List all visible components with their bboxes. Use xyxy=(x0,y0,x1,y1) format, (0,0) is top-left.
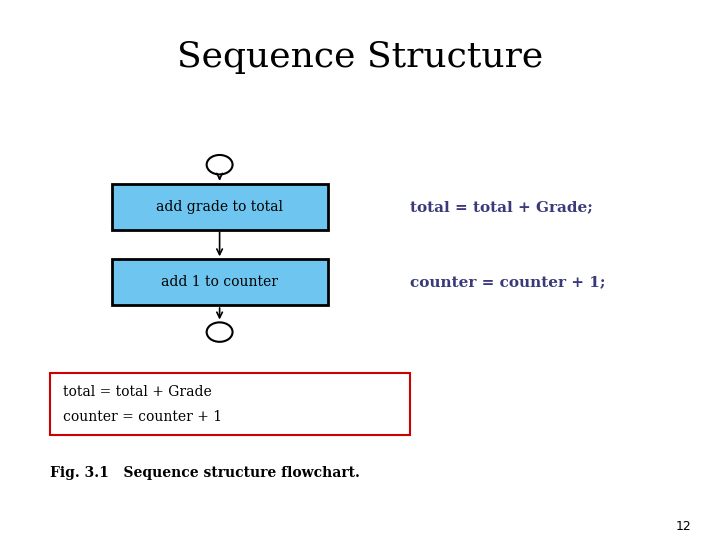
Text: add grade to total: add grade to total xyxy=(156,200,283,213)
Text: total = total + Grade;: total = total + Grade; xyxy=(410,200,593,214)
Circle shape xyxy=(207,155,233,174)
Text: add 1 to counter: add 1 to counter xyxy=(161,275,278,289)
Text: Fig. 3.1   Sequence structure flowchart.: Fig. 3.1 Sequence structure flowchart. xyxy=(50,465,360,480)
FancyBboxPatch shape xyxy=(112,184,328,230)
FancyBboxPatch shape xyxy=(50,373,410,435)
Text: total = total + Grade: total = total + Grade xyxy=(63,386,212,400)
Circle shape xyxy=(207,322,233,342)
Text: 12: 12 xyxy=(675,520,691,533)
Text: counter = counter + 1: counter = counter + 1 xyxy=(63,410,222,424)
Text: Sequence Structure: Sequence Structure xyxy=(177,40,543,73)
FancyBboxPatch shape xyxy=(112,259,328,305)
Text: counter = counter + 1;: counter = counter + 1; xyxy=(410,275,606,289)
